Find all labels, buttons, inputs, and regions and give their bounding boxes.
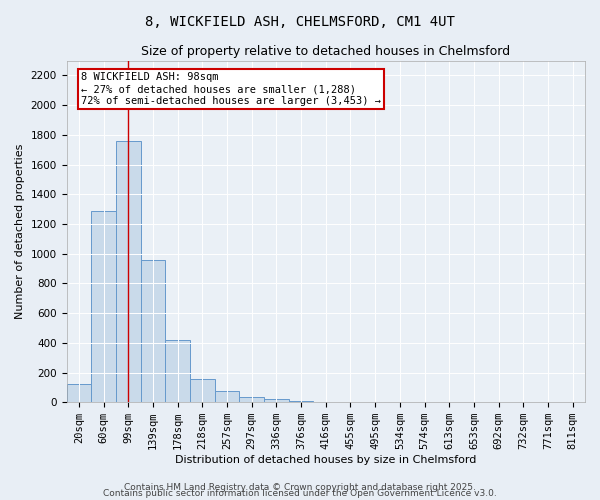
Text: Contains public sector information licensed under the Open Government Licence v3: Contains public sector information licen…: [103, 489, 497, 498]
Bar: [140, 260, 165, 402]
Bar: [67, 384, 91, 402]
Text: Contains HM Land Registry data © Crown copyright and database right 2025.: Contains HM Land Registry data © Crown c…: [124, 483, 476, 492]
Bar: [116, 141, 140, 402]
Bar: [190, 379, 215, 402]
Text: 8 WICKFIELD ASH: 98sqm
← 27% of detached houses are smaller (1,288)
72% of semi-: 8 WICKFIELD ASH: 98sqm ← 27% of detached…: [82, 72, 382, 106]
Bar: [239, 397, 264, 402]
X-axis label: Distribution of detached houses by size in Chelmsford: Distribution of detached houses by size …: [175, 455, 476, 465]
Bar: [215, 391, 239, 402]
Bar: [91, 211, 116, 402]
Bar: [165, 340, 190, 402]
Y-axis label: Number of detached properties: Number of detached properties: [15, 144, 25, 319]
Bar: [264, 400, 289, 402]
Title: Size of property relative to detached houses in Chelmsford: Size of property relative to detached ho…: [141, 45, 511, 58]
Text: 8, WICKFIELD ASH, CHELMSFORD, CM1 4UT: 8, WICKFIELD ASH, CHELMSFORD, CM1 4UT: [145, 15, 455, 29]
